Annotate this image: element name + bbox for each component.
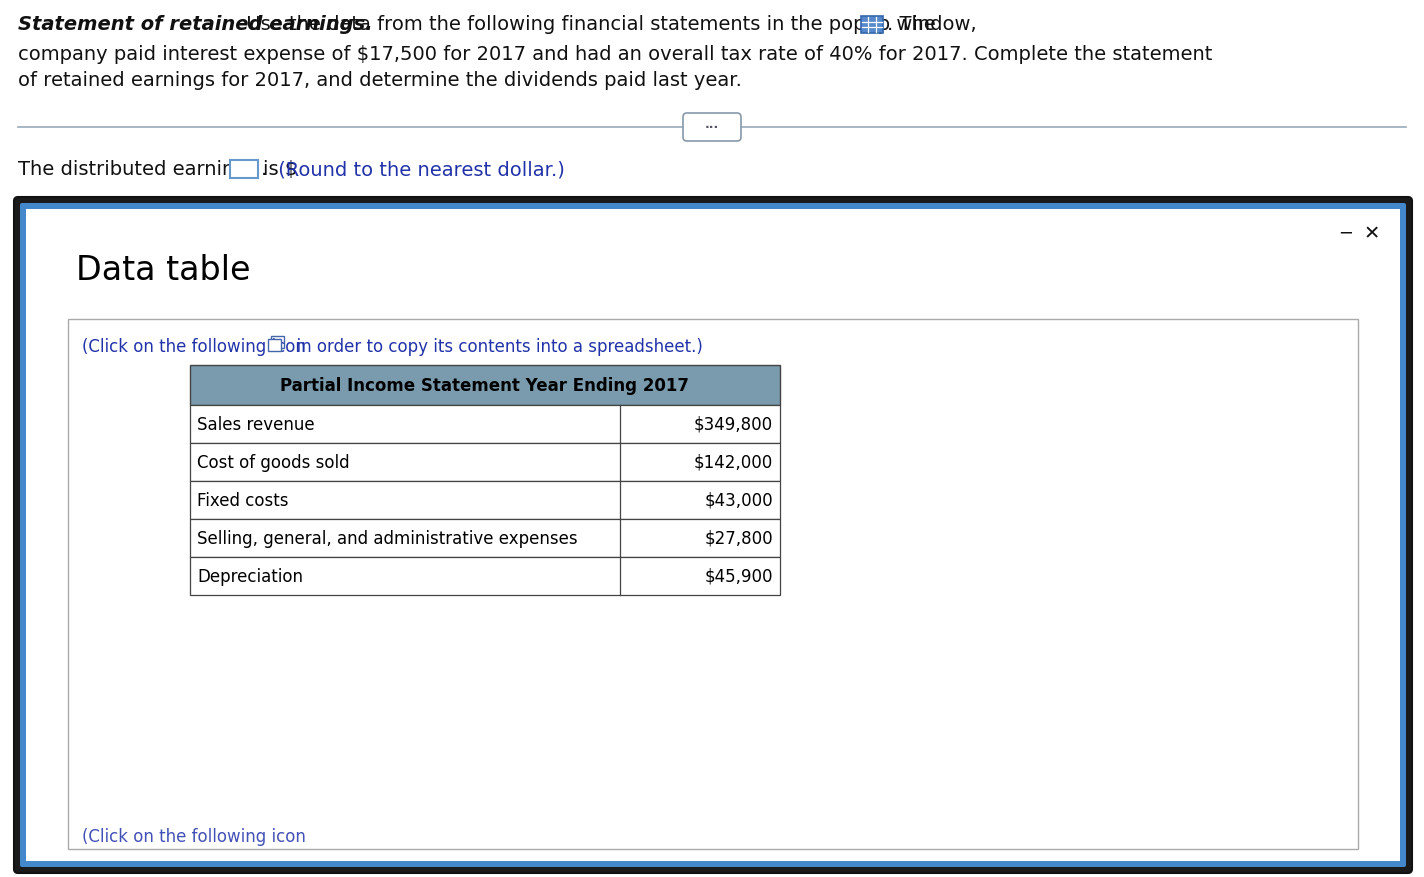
FancyBboxPatch shape	[189, 366, 780, 405]
Text: of retained earnings for 2017, and determine the dividends paid last year.: of retained earnings for 2017, and deter…	[19, 71, 742, 90]
FancyBboxPatch shape	[189, 481, 780, 519]
Text: Selling, general, and administrative expenses: Selling, general, and administrative exp…	[197, 530, 578, 547]
FancyBboxPatch shape	[26, 210, 1400, 861]
FancyBboxPatch shape	[231, 160, 258, 179]
Text: ···: ···	[705, 121, 719, 134]
Text: Sales revenue: Sales revenue	[197, 416, 315, 433]
Text: Data table: Data table	[75, 253, 251, 287]
Text: Fixed costs: Fixed costs	[197, 491, 289, 510]
Text: in order to copy its contents into a spreadsheet.): in order to copy its contents into a spr…	[286, 338, 703, 355]
Text: $142,000: $142,000	[693, 453, 773, 472]
FancyBboxPatch shape	[271, 337, 283, 348]
Text: (Round to the nearest dollar.): (Round to the nearest dollar.)	[272, 160, 565, 179]
FancyBboxPatch shape	[68, 319, 1358, 849]
Text: The distributed earnings is $: The distributed earnings is $	[19, 160, 298, 179]
Text: $27,800: $27,800	[705, 530, 773, 547]
Text: .: .	[261, 160, 268, 179]
Text: (Click on the following icon: (Click on the following icon	[83, 338, 306, 355]
FancyBboxPatch shape	[189, 444, 780, 481]
Text: Statement of retained earnings.: Statement of retained earnings.	[19, 15, 373, 34]
FancyBboxPatch shape	[268, 339, 281, 352]
FancyBboxPatch shape	[189, 558, 780, 595]
FancyBboxPatch shape	[862, 17, 883, 34]
Text: $45,900: $45,900	[705, 567, 773, 585]
FancyBboxPatch shape	[189, 405, 780, 444]
Text: ✕: ✕	[1364, 225, 1380, 243]
FancyBboxPatch shape	[189, 519, 780, 558]
Text: Cost of goods sold: Cost of goods sold	[197, 453, 350, 472]
FancyBboxPatch shape	[14, 198, 1413, 873]
Text: Partial Income Statement Year Ending 2017: Partial Income Statement Year Ending 201…	[281, 376, 689, 395]
Text: Depreciation: Depreciation	[197, 567, 303, 585]
FancyBboxPatch shape	[20, 203, 1405, 867]
Text: $349,800: $349,800	[693, 416, 773, 433]
Text: (Click on the following icon: (Click on the following icon	[83, 827, 306, 845]
Text: company paid interest expense of $17,500 for 2017 and had an overall tax rate of: company paid interest expense of $17,500…	[19, 45, 1212, 64]
Text: ─: ─	[1340, 225, 1351, 243]
FancyBboxPatch shape	[684, 114, 740, 142]
Text: . The: . The	[887, 15, 936, 34]
Text: Use the data from the following financial statements in the popup window,: Use the data from the following financia…	[241, 15, 977, 34]
Text: $43,000: $43,000	[705, 491, 773, 510]
